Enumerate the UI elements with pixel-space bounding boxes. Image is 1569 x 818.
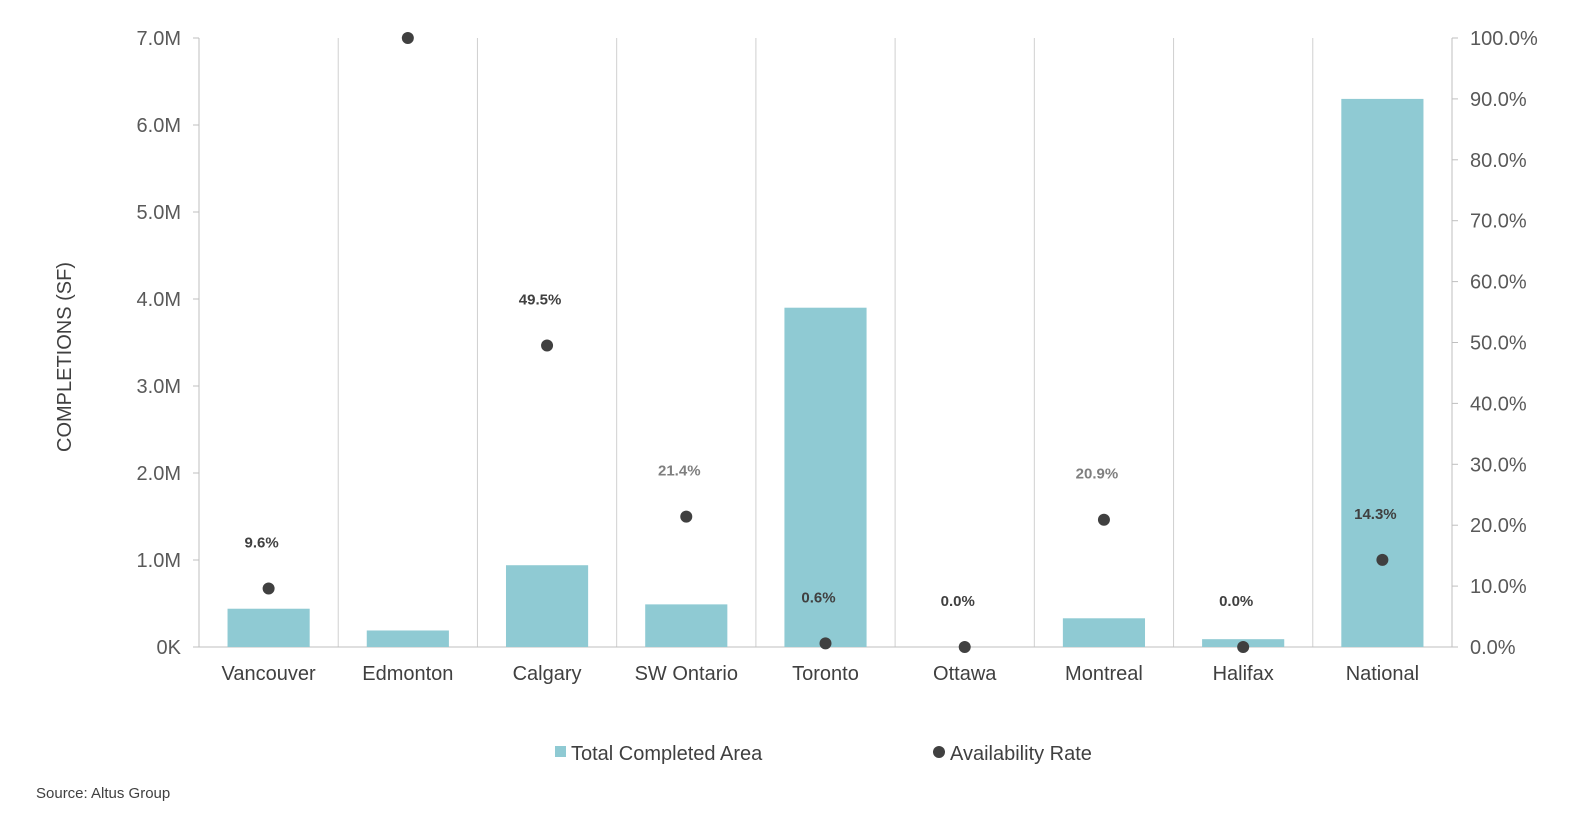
data-labels: 9.6% 100.0% 49.5% 21.4% 0.6% 0.0% 20.9% 0.0% 14.… [245, 0, 1397, 610]
left-tick-label: 7.0M [137, 28, 181, 50]
right-tick-label: 30.0% [1470, 454, 1527, 476]
bar [645, 604, 728, 647]
category-label: Toronto [792, 663, 859, 685]
left-tick-label: 2.0M [137, 463, 181, 485]
category-label: Edmonton [362, 663, 453, 685]
right-tick-label: 40.0% [1470, 393, 1527, 415]
point-label: 0.0% [1219, 593, 1253, 610]
bar [1062, 618, 1146, 647]
bar [784, 307, 867, 647]
right-tick-label: 100.0% [1470, 28, 1538, 50]
bar [366, 630, 449, 647]
y-axis-title: COMPLETIONS (SF) [54, 262, 76, 452]
point [680, 510, 693, 523]
point-label: 0.0% [941, 593, 975, 610]
right-tick-label: 90.0% [1470, 89, 1527, 111]
category-label: SW Ontario [635, 663, 738, 685]
legend-point-label: Availability Rate [950, 743, 1092, 765]
source-note: Source: Altus Group [36, 785, 170, 802]
point-label: 100.0% [375, 0, 426, 1]
bar [227, 608, 310, 647]
point [262, 582, 275, 595]
right-axis-ticks: 0.0% 10.0% 20.0% 30.0% 40.0% 50.0% 60.0% 70.0% 8… [1452, 28, 1538, 659]
category-label: Ottawa [933, 663, 997, 685]
left-tick-label: 5.0M [137, 202, 181, 224]
point [958, 641, 971, 653]
point-label: 0.6% [801, 589, 835, 606]
right-tick-label: 10.0% [1470, 576, 1527, 598]
point-label: 9.6% [245, 535, 279, 552]
point [1097, 513, 1110, 526]
right-tick-label: 70.0% [1470, 211, 1527, 233]
category-label: Calgary [513, 663, 582, 685]
point-label: 20.9% [1076, 466, 1119, 483]
left-tick-label: 3.0M [137, 376, 181, 398]
category-label: Vancouver [222, 663, 316, 685]
left-tick-label: 6.0M [137, 115, 181, 137]
right-tick-label: 0.0% [1470, 637, 1516, 659]
point [541, 339, 554, 352]
legend-point-swatch [933, 746, 945, 758]
bar-series [227, 98, 1424, 647]
left-tick-label: 4.0M [137, 289, 181, 311]
point-label: 49.5% [519, 292, 562, 309]
legend-bar-label: Total Completed Area [571, 743, 763, 765]
point [401, 32, 414, 44]
point [819, 637, 832, 650]
right-tick-label: 50.0% [1470, 333, 1527, 355]
right-tick-label: 20.0% [1470, 515, 1527, 537]
point-label: 14.3% [1354, 506, 1397, 523]
point [1376, 553, 1389, 566]
point [1237, 641, 1250, 653]
category-label: National [1346, 663, 1419, 685]
category-label: Halifax [1213, 663, 1274, 685]
point-label: 21.4% [658, 463, 701, 480]
category-separators [337, 38, 1314, 647]
point-series [262, 32, 1389, 653]
category-label: Montreal [1065, 663, 1143, 685]
bar [505, 565, 589, 647]
right-tick-label: 60.0% [1470, 272, 1527, 294]
left-axis-ticks: 0K 1.0M 2.0M 3.0M 4.0M 5.0M 6.0M 7.0M [137, 28, 199, 659]
category-labels: Vancouver Edmonton Calgary SW Ontario Toront… [222, 663, 1420, 685]
left-tick-label: 0K [157, 637, 182, 659]
legend-bar-swatch [555, 746, 566, 757]
legend: Total Completed Area Availability Rate [555, 743, 1092, 765]
left-tick-label: 1.0M [137, 550, 181, 572]
right-tick-label: 80.0% [1470, 150, 1527, 172]
